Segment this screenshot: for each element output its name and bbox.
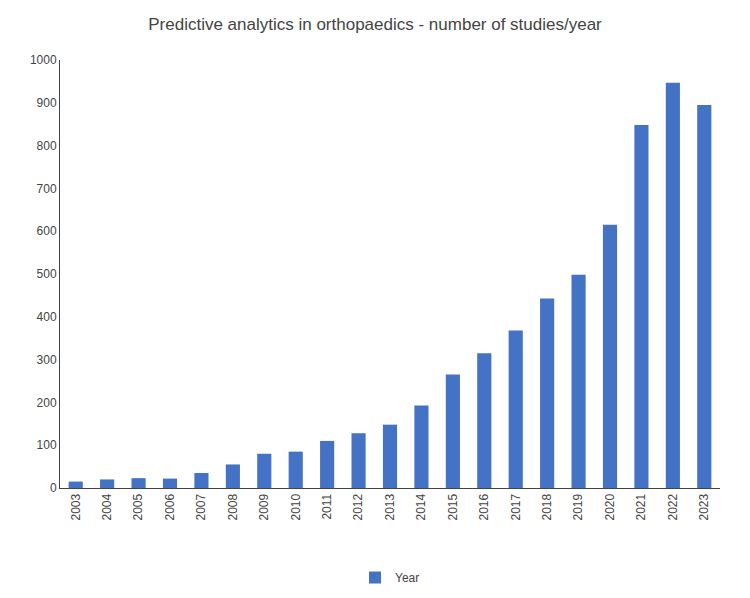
svg-text:2020: 2020 xyxy=(603,493,617,520)
svg-text:800: 800 xyxy=(37,139,57,153)
svg-text:2008: 2008 xyxy=(226,493,240,520)
svg-text:2018: 2018 xyxy=(540,493,554,520)
svg-text:2004: 2004 xyxy=(100,493,114,520)
svg-text:Predictive analytics in orthop: Predictive analytics in orthopaedics - n… xyxy=(148,15,602,34)
svg-text:1000: 1000 xyxy=(30,53,57,67)
svg-text:2012: 2012 xyxy=(351,493,365,520)
svg-text:200: 200 xyxy=(37,396,57,410)
svg-text:2021: 2021 xyxy=(634,493,648,520)
svg-text:300: 300 xyxy=(37,353,57,367)
svg-text:600: 600 xyxy=(37,224,57,238)
svg-text:2005: 2005 xyxy=(131,493,145,520)
svg-text:2015: 2015 xyxy=(446,493,460,520)
svg-text:2019: 2019 xyxy=(571,493,585,520)
svg-text:2017: 2017 xyxy=(509,493,523,520)
svg-text:2003: 2003 xyxy=(69,493,83,520)
svg-text:2014: 2014 xyxy=(414,493,428,520)
svg-text:2009: 2009 xyxy=(257,493,271,520)
svg-text:900: 900 xyxy=(37,96,57,110)
svg-text:100: 100 xyxy=(37,438,57,452)
svg-text:400: 400 xyxy=(37,310,57,324)
svg-text:2023: 2023 xyxy=(697,493,711,520)
svg-text:2010: 2010 xyxy=(289,493,303,520)
svg-text:2007: 2007 xyxy=(194,493,208,520)
svg-text:2022: 2022 xyxy=(666,493,680,520)
svg-text:500: 500 xyxy=(37,267,57,281)
svg-text:2016: 2016 xyxy=(477,493,491,520)
svg-text:2006: 2006 xyxy=(163,493,177,520)
svg-text:Year: Year xyxy=(395,571,419,585)
svg-text:2013: 2013 xyxy=(383,493,397,520)
svg-text:2011: 2011 xyxy=(320,493,334,519)
svg-text:0: 0 xyxy=(50,481,57,495)
svg-text:700: 700 xyxy=(37,182,57,196)
